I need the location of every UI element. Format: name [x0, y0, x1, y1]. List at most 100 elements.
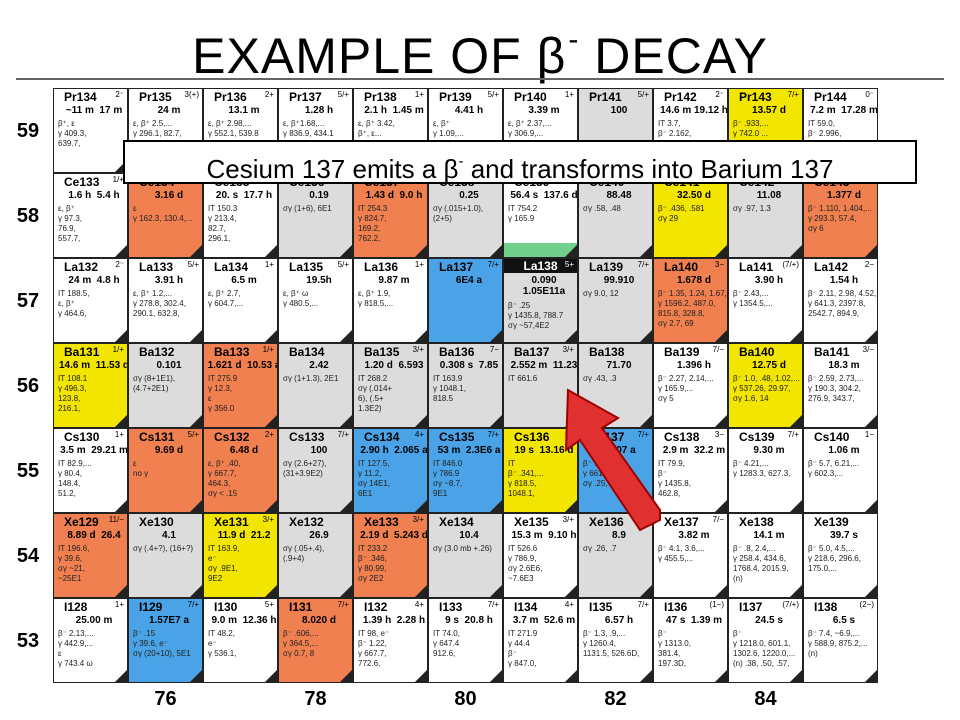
nuclide-spin: (2−) [859, 600, 874, 609]
nuclide-cell-cs133: Cs133 7/+ 100 σγ (2.6+27), (31+3.9E2) [278, 428, 353, 513]
nuclide-decay-data: ε no γ [133, 459, 149, 478]
nuclide-halflife: 1.39 h 2.28 h [362, 615, 426, 626]
nuclide-spin: (7/+) [782, 600, 799, 609]
nuclide-halflife: 6E4 a [455, 275, 483, 286]
nuclide-decay-data: IT 98, e⁻ β⁻ 1.22, γ 667.7, 772.6, [358, 629, 390, 668]
nuclide-cell-ba134: Ba134 2.42 σγ (1+1.3), 2E1 [278, 343, 353, 428]
nuclide-name: Cs134 [364, 430, 400, 444]
nuclide-spin: 5/+ [337, 260, 349, 269]
nuclide-decay-data: β⁻ .514,... γ 661.7 σγ .25, .4 [583, 459, 619, 488]
nuclide-name: I132 [364, 600, 388, 614]
neutron-number-label: 80 [454, 688, 477, 710]
nuclide-cell-xe134: Xe134 10.4 σγ (3.0 mb +.26) [428, 513, 503, 598]
corner-marker [715, 245, 727, 257]
corner-marker [715, 670, 727, 682]
nuclide-cell-la136: La136 1+ 9.87 m ε, β⁺ 1.9, γ 818.5,... [353, 258, 428, 343]
nuclide-spin: 7/+ [637, 430, 649, 439]
nuclide-name: Pr135 [139, 90, 172, 104]
nuclide-halflife: 0.090 1.05E11a [522, 275, 566, 297]
corner-marker [265, 670, 277, 682]
nuclide-decay-data: IT 188.5, ε, β⁺ γ 464.6, [58, 289, 90, 318]
nuclide-decay-data: σγ .26, .7 [583, 544, 617, 553]
nuclide-decay-data: β⁻ 5.0, 4.5,... γ 218.6, 296.6, 175.0,..… [808, 544, 861, 573]
nuclide-spin: 1+ [414, 260, 424, 269]
nuclide-decay-data: ε, β⁺ 1.2,... γ 278.8, 302.4, 290.1, 632… [133, 289, 186, 318]
corner-marker [640, 585, 652, 597]
corner-marker [640, 415, 652, 427]
corner-marker [790, 415, 802, 427]
nuclide-decay-data: β⁻ 7.4, ~6.9,... γ 588.9, 875.2,... (n) [808, 629, 868, 658]
nuclide-halflife: 14.1 m [753, 530, 785, 541]
nuclide-name: Cs137 [589, 430, 625, 444]
corner-marker [115, 415, 127, 427]
nuclide-halflife: 1.396 h [677, 360, 711, 371]
nuclide-halflife: 99.910 [603, 275, 635, 286]
nuclide-halflife: 4.41 h [454, 105, 484, 116]
nuclide-name: Cs136 [514, 430, 550, 444]
nuclide-decay-data: β⁻ 1.3, .9,... γ 1260.4, 1131.5, 526.6D, [583, 629, 640, 658]
nuclide-name: I133 [439, 600, 463, 614]
nuclide-name: Ba131 [64, 345, 100, 359]
nuclide-decay-data: σγ .43, .3 [583, 374, 617, 383]
nuclide-cell-ce133: Ce133 1/+ 1.6 h 5.4 h ε, β⁺ γ 97.3, 76.9, 5… [53, 173, 128, 258]
nuclide-decay-data: σγ (.05+.4), (.9+4) [283, 544, 325, 563]
nuclide-spin: 5+ [264, 600, 274, 609]
nuclide-decay-data: ε, β⁺1.68,... γ 836.9, 434.1 [283, 119, 334, 138]
nuclide-name: Xe132 [289, 515, 324, 529]
nuclide-name: I136 [664, 600, 688, 614]
nuclide-halflife: 4.1 [162, 530, 176, 541]
title-beta-superscript: - [568, 23, 580, 56]
nuclide-name: I129 [139, 600, 163, 614]
nuclide-spin: 1/+ [112, 345, 124, 354]
nuclide-spin: 7/+ [487, 260, 499, 269]
nuclide-decay-data: β⁻ .8, 2.4,... γ 258.4, 434.6, 1768.4, 2… [733, 544, 789, 583]
nuclide-decay-data: IT 82.9,... γ 80.4, 148.4, 51.2, [58, 459, 92, 498]
corner-marker [265, 245, 277, 257]
nuclide-spin: 7/− [712, 515, 724, 524]
neutron-number-label: 76 [154, 688, 177, 710]
nuclide-halflife: 1.678 d [677, 275, 711, 286]
nuclide-name: Cs133 [289, 430, 325, 444]
nuclide-decay-data: β⁻ 1.35, 1.24, 1.67, γ 1596.2, 487.0, 81… [658, 289, 727, 328]
nuclide-spin: 1/+ [112, 175, 124, 184]
corner-marker [490, 245, 502, 257]
proton-number-label: 57 [16, 290, 40, 312]
corner-marker [340, 415, 352, 427]
nuclide-name: Cs135 [439, 430, 475, 444]
nuclide-name: Ba132 [139, 345, 175, 359]
nuclide-cell-xe133: Xe133 3/+ 2.19 d 5.243 d IT 233.2 β⁻ .346, … [353, 513, 428, 598]
nuclide-halflife: 47 s 1.39 m [665, 615, 723, 626]
nuclide-name: Xe129 [64, 515, 99, 529]
nuclide-decay-data: ε, β⁺ 1.9, γ 818.5,... [358, 289, 394, 308]
nuclide-spin: (1−) [709, 600, 724, 609]
nuclide-name: Pr141 [589, 90, 622, 104]
nuclide-halflife: 13.57 d [752, 105, 786, 116]
nuclide-spin: 5+ [564, 260, 574, 269]
nuclide-cell-la140: La140 3− 1.678 d β⁻ 1.35, 1.24, 1.67, γ 159… [653, 258, 728, 343]
proton-number-label: 54 [16, 545, 40, 567]
nuclide-name: Xe135 [514, 515, 549, 529]
nuclide-cell-la142: La142 2− 1.54 h β⁻ 2.11, 2.98, 4.52, γ 641.… [803, 258, 878, 343]
corner-marker [715, 330, 727, 342]
nuclide-cell-xe135: Xe135 3/+ 15.3 m 9.10 h IT 526.6 γ 786.9, σ… [503, 513, 578, 598]
nuclide-name: Ba134 [289, 345, 325, 359]
nuclide-spin: 5/+ [187, 260, 199, 269]
nuclide-spin: 7/+ [787, 430, 799, 439]
nuclide-decay-data: β⁺, ε γ 409.3, 639.7, [58, 119, 87, 148]
nuclide-cell-cs136: Cs136 5+ 19 s 13.16 d IT β⁻ .341,... γ 818.… [503, 428, 578, 513]
corner-marker [565, 585, 577, 597]
caption-beta-superscript: - [458, 153, 464, 170]
nuclide-cell-la132: La132 2⁻ 24 m 4.8 h IT 188.5, ε, β⁺ γ 464.6… [53, 258, 128, 343]
nuclide-name: Pr138 [364, 90, 397, 104]
nuclide-decay-data: β⁻ 2.59, 2.73,... γ 190.3, 304.2, 276.9,… [808, 374, 864, 403]
corner-marker [415, 415, 427, 427]
corner-marker [865, 500, 877, 512]
nuclide-decay-data: β⁻ 4.21,... γ 1283.3, 627.3, [733, 459, 791, 478]
corner-marker [490, 415, 502, 427]
nuclide-name: Ba139 [664, 345, 700, 359]
nuclide-cell-cs138: Cs138 3− 2.9 m 32.2 m IT 79.9, β⁻ γ 1435.8,… [653, 428, 728, 513]
nuclide-decay-data: IT β⁻ .341,... γ 818.5, 1048.1, [508, 459, 544, 498]
corner-marker [340, 585, 352, 597]
nuclide-spin: 7/+ [337, 430, 349, 439]
